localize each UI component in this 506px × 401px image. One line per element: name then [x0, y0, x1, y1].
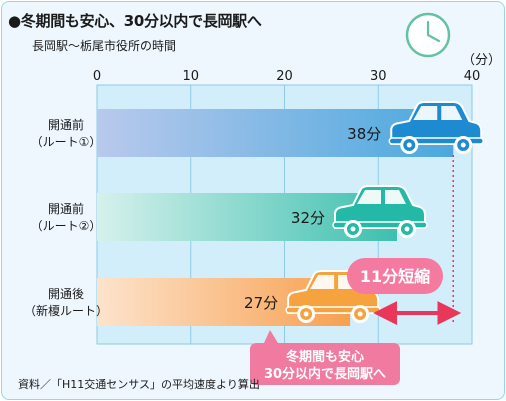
reduction-badge-label: 11分短縮 [360, 267, 430, 286]
category-label: 開通後 [48, 287, 84, 301]
car-icon [332, 185, 428, 238]
x-tick-label: 30 [370, 69, 387, 84]
x-tick-label: 10 [182, 69, 199, 84]
chart-subtitle: 長岡駅～栃尾市役所の時間 [32, 39, 177, 53]
x-tick-label: 40 [464, 69, 481, 84]
reduction-badge [347, 258, 443, 294]
data-label: 27分 [244, 294, 278, 312]
source-note: 資料／「H11交通センサス」の平均速度より算出 [18, 378, 260, 391]
data-label: 38分 [347, 125, 381, 143]
clock-icon [405, 12, 451, 58]
x-tick-label: 20 [276, 69, 293, 84]
chart-title: ●冬期間も安心、30分以内で長岡駅へ [8, 12, 262, 30]
category-label: 開通前 [48, 201, 84, 216]
callout-box [250, 343, 400, 385]
category-label: （ルート②） [31, 219, 102, 233]
x-tick-label: 0 [93, 69, 101, 84]
callout-text: 冬期間も安心 [286, 349, 364, 365]
category-label: （ルート①） [31, 135, 102, 149]
category-label: （新榎ルート） [24, 303, 108, 318]
category-label: 開通前 [48, 117, 84, 132]
callout-text: 30分以内で長岡駅へ [264, 366, 386, 382]
callout-pointer [264, 330, 278, 343]
data-label: 32分 [291, 209, 325, 227]
car-icon [388, 101, 484, 154]
x-unit-label: （分） [462, 53, 501, 68]
